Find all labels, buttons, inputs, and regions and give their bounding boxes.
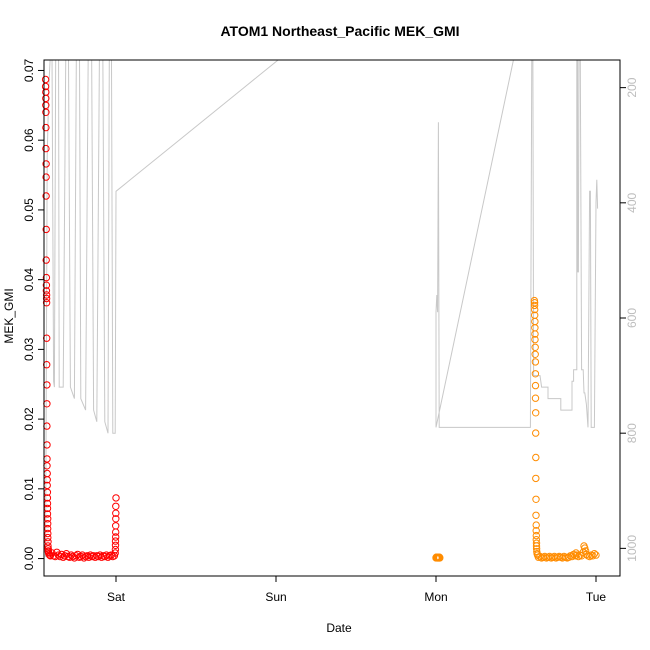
pressure-line <box>45 60 599 558</box>
data-point <box>41 75 50 84</box>
data-point <box>532 409 540 417</box>
data-point <box>531 381 540 390</box>
data-point <box>530 299 539 307</box>
axes-layer: 0.00 0.01 0.02 0.03 0.04 0.05 0.06 0.07 200 400 60… <box>22 58 639 604</box>
data-point <box>574 552 583 561</box>
data-point <box>531 343 539 351</box>
data-point <box>112 502 120 510</box>
data-point <box>531 335 539 344</box>
data-point <box>112 515 120 523</box>
data-point <box>531 317 539 326</box>
y-axis-label: MEK_GMI <box>2 288 16 343</box>
data-point <box>42 108 50 117</box>
data-point <box>111 541 120 549</box>
data-point <box>43 422 51 430</box>
data-point <box>42 101 50 110</box>
x-tick-label: Sun <box>265 590 286 604</box>
x-tick-label: Sat <box>107 590 126 604</box>
data-point <box>41 82 50 91</box>
data-point <box>56 552 64 561</box>
data-point <box>42 173 50 181</box>
y2-tick-label: 400 <box>625 192 639 212</box>
data-point <box>532 527 540 535</box>
data-point <box>44 533 52 542</box>
data-point <box>112 533 120 541</box>
data-point <box>531 305 539 314</box>
data-point <box>112 522 120 530</box>
data-point <box>43 462 51 470</box>
y2-tick-label: 600 <box>625 308 639 328</box>
data-point <box>531 370 540 378</box>
y2-tick-label: 800 <box>625 423 639 443</box>
y2-tick-label: 200 <box>625 77 639 97</box>
data-point <box>531 394 540 402</box>
data-point <box>532 511 540 519</box>
x-axis-label: Date <box>326 621 352 635</box>
data-point <box>532 429 540 437</box>
data-point <box>111 545 120 554</box>
data-point <box>532 539 541 547</box>
data-point <box>42 256 50 264</box>
data-point <box>112 528 120 536</box>
data-point <box>44 529 52 538</box>
y-tick-label: 0.01 <box>22 477 36 501</box>
data-point <box>42 294 51 303</box>
y-tick-label: 0.06 <box>22 128 36 152</box>
data-point <box>42 281 51 289</box>
data-point <box>589 552 597 560</box>
data-point <box>44 538 52 546</box>
data-point <box>530 301 539 310</box>
y-tick-label: 0.04 <box>22 268 36 292</box>
data-point <box>42 160 50 168</box>
y-tick-label: 0.05 <box>22 198 36 222</box>
data-point <box>112 494 120 502</box>
data-point <box>42 299 51 307</box>
data-point <box>42 123 50 132</box>
data-point <box>532 453 540 462</box>
data-point <box>532 495 540 503</box>
data-point <box>111 549 119 557</box>
data-point <box>531 350 539 358</box>
data-point <box>42 291 51 299</box>
data-point <box>43 381 51 389</box>
data-point <box>42 287 51 295</box>
data-point <box>532 474 540 483</box>
data-point <box>107 551 115 559</box>
data-point <box>43 455 51 463</box>
data-point <box>592 551 600 559</box>
data-point <box>42 192 50 200</box>
x-tick-label: Tue <box>586 590 607 604</box>
data-point <box>112 509 120 517</box>
data-point <box>531 330 539 338</box>
pressure-line-layer <box>45 60 599 558</box>
data-point <box>531 324 539 332</box>
data-point <box>531 358 540 366</box>
data-point <box>532 542 541 550</box>
y-tick-label: 0.00 <box>22 547 36 571</box>
data-point <box>42 225 50 234</box>
y-tick-label: 0.03 <box>22 337 36 361</box>
chart-title: ATOM1 Northeast_Pacific MEK_GMI <box>220 23 459 39</box>
y2-tick-label: 1000 <box>625 535 639 562</box>
data-points-layer <box>41 75 600 562</box>
data-point <box>532 531 540 540</box>
y-tick-label: 0.02 <box>22 407 36 431</box>
data-point <box>436 554 444 562</box>
data-point <box>45 551 54 559</box>
data-point <box>43 469 51 478</box>
x-tick-label: Mon <box>424 590 447 604</box>
data-point <box>590 550 599 558</box>
data-point <box>43 441 51 449</box>
data-point <box>42 144 50 153</box>
data-point <box>42 273 51 282</box>
y-tick-label: 0.07 <box>22 58 36 82</box>
data-point <box>532 521 540 529</box>
data-point <box>45 550 53 558</box>
data-point <box>43 400 51 408</box>
data-point <box>573 551 581 559</box>
data-point <box>111 537 120 545</box>
